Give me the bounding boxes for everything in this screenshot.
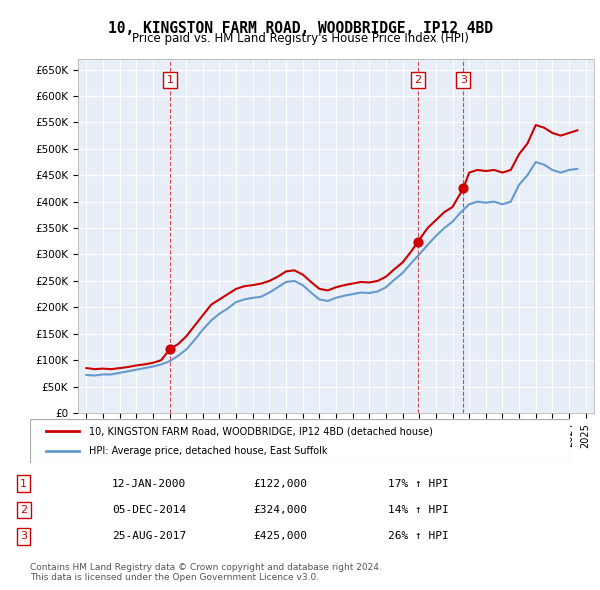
Point bbox=[458, 183, 468, 193]
Text: 25-AUG-2017: 25-AUG-2017 bbox=[112, 531, 186, 541]
Text: Contains HM Land Registry data © Crown copyright and database right 2024.: Contains HM Land Registry data © Crown c… bbox=[30, 563, 382, 572]
Text: 05-DEC-2014: 05-DEC-2014 bbox=[112, 505, 186, 515]
Text: This data is licensed under the Open Government Licence v3.0.: This data is licensed under the Open Gov… bbox=[30, 573, 319, 582]
Text: 10, KINGSTON FARM ROAD, WOODBRIDGE, IP12 4BD: 10, KINGSTON FARM ROAD, WOODBRIDGE, IP12… bbox=[107, 21, 493, 35]
Text: Price paid vs. HM Land Registry's House Price Index (HPI): Price paid vs. HM Land Registry's House … bbox=[131, 32, 469, 45]
Text: £324,000: £324,000 bbox=[253, 505, 307, 515]
Text: 1: 1 bbox=[20, 478, 27, 489]
Text: 14% ↑ HPI: 14% ↑ HPI bbox=[388, 505, 449, 515]
Point bbox=[413, 237, 422, 247]
FancyBboxPatch shape bbox=[30, 419, 570, 463]
Text: £425,000: £425,000 bbox=[253, 531, 307, 541]
Text: 3: 3 bbox=[460, 75, 467, 85]
Text: 1: 1 bbox=[167, 75, 174, 85]
Text: 12-JAN-2000: 12-JAN-2000 bbox=[112, 478, 186, 489]
Text: 17% ↑ HPI: 17% ↑ HPI bbox=[388, 478, 449, 489]
Text: 2: 2 bbox=[20, 505, 27, 515]
Text: HPI: Average price, detached house, East Suffolk: HPI: Average price, detached house, East… bbox=[89, 446, 328, 455]
Text: £122,000: £122,000 bbox=[253, 478, 307, 489]
Text: 10, KINGSTON FARM Road, WOODBRIDGE, IP12 4BD (detached house): 10, KINGSTON FARM Road, WOODBRIDGE, IP12… bbox=[89, 427, 433, 436]
Text: 2: 2 bbox=[414, 75, 421, 85]
Point bbox=[166, 344, 175, 353]
Text: 3: 3 bbox=[20, 531, 27, 541]
Text: 26% ↑ HPI: 26% ↑ HPI bbox=[388, 531, 449, 541]
